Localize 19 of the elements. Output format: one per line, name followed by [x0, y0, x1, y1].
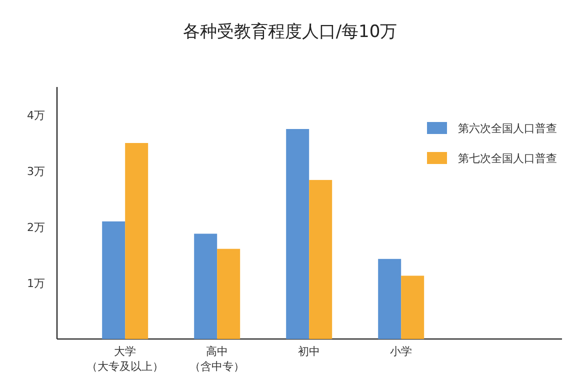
y-tick-label: 3万 — [27, 165, 45, 178]
y-tick-label: 1万 — [27, 277, 45, 290]
bar — [378, 258, 402, 339]
bar — [401, 276, 424, 339]
chart-title: 各种受教育程度人口/每10万 — [182, 22, 398, 42]
bar — [194, 234, 218, 339]
bar — [217, 248, 240, 339]
bar — [309, 180, 332, 339]
bar — [286, 129, 310, 339]
bar — [125, 143, 148, 339]
y-tick-label: 2万 — [27, 221, 45, 234]
x-tick-label: 初中 — [298, 345, 320, 358]
legend-label: 第六次全国人口普查 — [458, 122, 557, 135]
x-tick-label: 小学 — [390, 345, 412, 358]
x-tick-label: 大学（大专及以上） — [86, 345, 164, 373]
x-tick-label: 高中（含中专） — [190, 345, 245, 373]
legend-label: 第七次全国人口普查 — [458, 152, 557, 165]
bar — [102, 221, 126, 339]
y-tick-label: 4万 — [27, 109, 45, 122]
